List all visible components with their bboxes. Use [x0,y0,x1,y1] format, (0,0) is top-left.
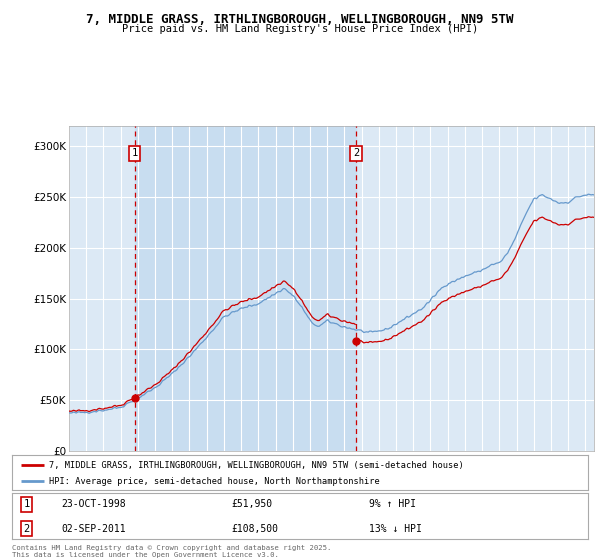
Text: 13% ↓ HPI: 13% ↓ HPI [369,524,422,534]
Text: £108,500: £108,500 [231,524,278,534]
Text: HPI: Average price, semi-detached house, North Northamptonshire: HPI: Average price, semi-detached house,… [49,477,380,486]
Text: Contains HM Land Registry data © Crown copyright and database right 2025.
This d: Contains HM Land Registry data © Crown c… [12,545,331,558]
Text: 2: 2 [353,148,359,158]
Text: £51,950: £51,950 [231,500,272,509]
Text: 7, MIDDLE GRASS, IRTHLINGBOROUGH, WELLINGBOROUGH, NN9 5TW: 7, MIDDLE GRASS, IRTHLINGBOROUGH, WELLIN… [86,13,514,26]
Text: 23-OCT-1998: 23-OCT-1998 [61,500,125,509]
Text: 9% ↑ HPI: 9% ↑ HPI [369,500,416,509]
Text: 1: 1 [23,500,29,509]
Text: 7, MIDDLE GRASS, IRTHLINGBOROUGH, WELLINGBOROUGH, NN9 5TW (semi-detached house): 7, MIDDLE GRASS, IRTHLINGBOROUGH, WELLIN… [49,460,464,469]
Text: 1: 1 [131,148,138,158]
Text: Price paid vs. HM Land Registry's House Price Index (HPI): Price paid vs. HM Land Registry's House … [122,24,478,34]
Bar [134,126,356,451]
Text: 02-SEP-2011: 02-SEP-2011 [61,524,125,534]
Text: 2: 2 [23,524,29,534]
